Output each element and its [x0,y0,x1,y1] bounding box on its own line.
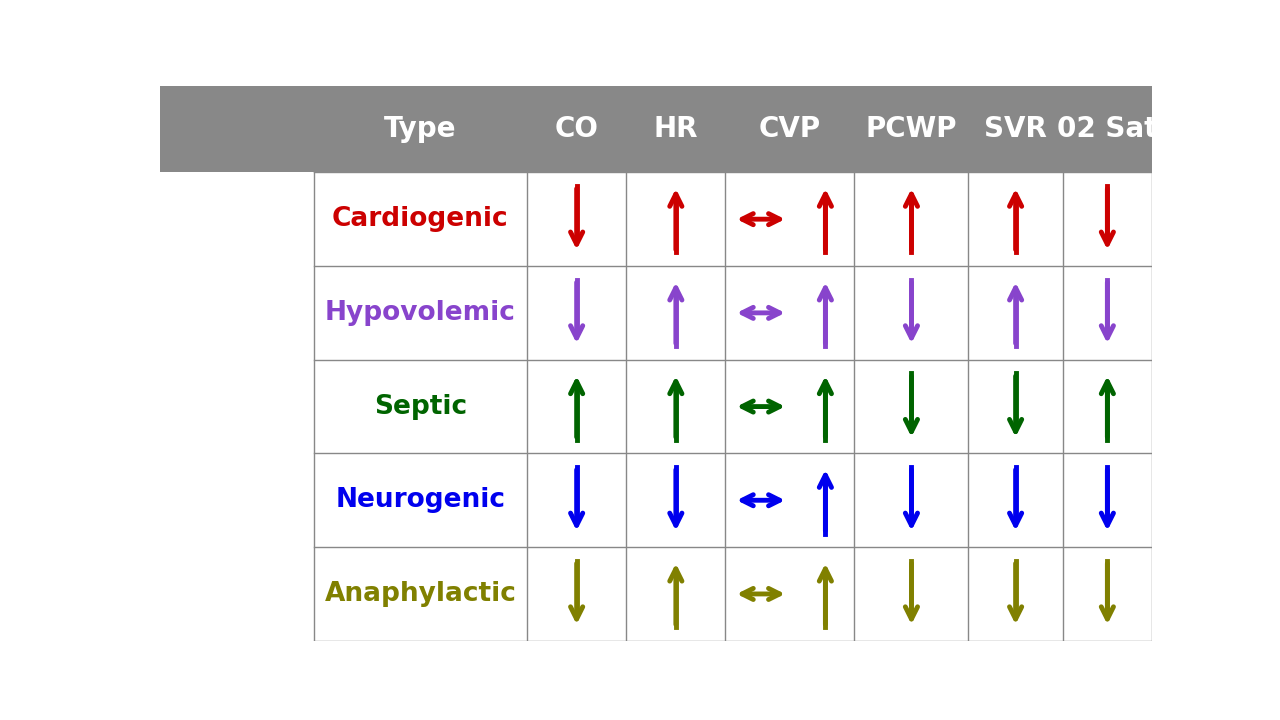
Text: PCWP: PCWP [865,115,957,143]
Text: Hypovolemic: Hypovolemic [325,300,516,326]
Bar [160,266,1152,360]
Text: SVR: SVR [984,115,1047,143]
Text: Neurogenic: Neurogenic [335,487,506,513]
Bar [160,360,1152,454]
Text: Cardiogenic: Cardiogenic [332,206,508,232]
Text: Anaphylactic: Anaphylactic [324,581,516,607]
Bar [160,172,1152,266]
Text: CVP: CVP [759,115,820,143]
Bar [160,86,1152,172]
Text: HR: HR [654,115,698,143]
Bar [160,547,1152,641]
Text: CO: CO [554,115,599,143]
Text: Type: Type [384,115,457,143]
Text: 02 Sat: 02 Sat [1057,115,1157,143]
Bar [160,454,1152,547]
Text: Septic: Septic [374,394,467,420]
